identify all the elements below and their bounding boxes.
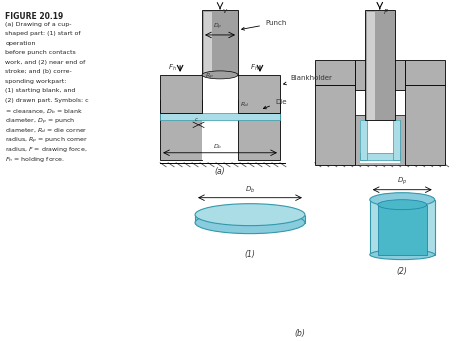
Bar xyxy=(202,117,238,160)
Bar xyxy=(355,60,405,90)
Bar xyxy=(202,10,238,75)
Text: operation: operation xyxy=(5,41,36,46)
Bar xyxy=(393,120,400,160)
Bar xyxy=(160,75,202,113)
Text: diameter, $D_p$ = punch: diameter, $D_p$ = punch xyxy=(5,117,75,127)
Ellipse shape xyxy=(370,250,435,260)
Text: $D_b$: $D_b$ xyxy=(245,184,255,195)
Text: (2): (2) xyxy=(397,267,408,276)
Text: $D_b$: $D_b$ xyxy=(213,142,222,151)
Text: $D_p$: $D_p$ xyxy=(213,22,222,32)
Text: work, and (2) near end of: work, and (2) near end of xyxy=(5,60,86,65)
Text: (b): (b) xyxy=(294,329,305,339)
Text: (1): (1) xyxy=(245,250,255,258)
Ellipse shape xyxy=(202,71,238,79)
Bar xyxy=(405,85,445,165)
Bar xyxy=(315,85,355,165)
Bar xyxy=(160,113,280,120)
Bar xyxy=(405,60,445,85)
Text: (a) Drawing of a cup-: (a) Drawing of a cup- xyxy=(5,22,72,27)
Bar xyxy=(355,115,405,165)
Text: (1) starting blank, and: (1) starting blank, and xyxy=(5,88,76,93)
Text: sponding workpart:: sponding workpart: xyxy=(5,79,67,84)
Text: radius, $R_p$ = punch corner: radius, $R_p$ = punch corner xyxy=(5,136,89,146)
Text: $F_h$: $F_h$ xyxy=(250,63,259,73)
Text: $R_p$: $R_p$ xyxy=(205,72,214,82)
Bar xyxy=(160,100,202,160)
Ellipse shape xyxy=(195,212,305,234)
Bar xyxy=(360,120,367,160)
Text: $R_d$: $R_d$ xyxy=(240,100,249,109)
Bar xyxy=(360,120,400,163)
Ellipse shape xyxy=(370,193,435,207)
Bar xyxy=(315,60,355,85)
Bar xyxy=(378,205,427,255)
Bar xyxy=(360,153,400,160)
Text: = clearance, $D_b$ = blank: = clearance, $D_b$ = blank xyxy=(5,107,83,116)
Bar xyxy=(238,75,280,113)
Text: $F$: $F$ xyxy=(383,7,389,16)
Text: $D_p$: $D_p$ xyxy=(397,175,407,187)
Text: $F_h$ = holding force.: $F_h$ = holding force. xyxy=(5,155,65,164)
Text: $F_h$: $F_h$ xyxy=(168,63,177,73)
Text: (2) drawn part. Symbols: c: (2) drawn part. Symbols: c xyxy=(5,98,89,103)
Bar xyxy=(370,200,435,255)
Text: FIGURE 20.19: FIGURE 20.19 xyxy=(5,12,64,21)
Text: shaped part: (1) start of: shaped part: (1) start of xyxy=(5,31,81,36)
Text: diameter, $R_d$ = die corner: diameter, $R_d$ = die corner xyxy=(5,126,88,135)
Bar xyxy=(365,10,395,120)
Text: Blankholder: Blankholder xyxy=(283,75,332,85)
Polygon shape xyxy=(195,215,305,223)
Text: $c$: $c$ xyxy=(194,116,199,123)
Text: before punch contacts: before punch contacts xyxy=(5,50,76,56)
Text: Die: Die xyxy=(264,99,286,109)
Ellipse shape xyxy=(195,204,305,226)
Bar xyxy=(238,100,280,160)
Text: Punch: Punch xyxy=(242,20,286,30)
Text: radius, $F$ = drawing force,: radius, $F$ = drawing force, xyxy=(5,145,88,154)
Bar xyxy=(367,12,375,120)
Text: $v$: $v$ xyxy=(222,7,228,15)
Text: (a): (a) xyxy=(215,167,225,176)
Bar xyxy=(204,12,212,73)
Text: stroke; and (b) corre-: stroke; and (b) corre- xyxy=(5,69,72,74)
Ellipse shape xyxy=(378,200,427,210)
